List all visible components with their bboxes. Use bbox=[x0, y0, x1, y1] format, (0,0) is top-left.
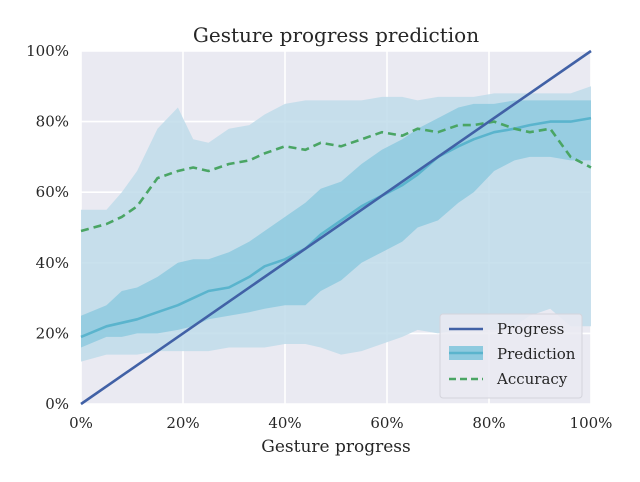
legend: Progress Prediction Accuracy bbox=[439, 313, 583, 399]
y-tick-label: 0% bbox=[45, 395, 69, 413]
y-tick-label: 20% bbox=[36, 324, 69, 342]
x-tick-label: 60% bbox=[370, 414, 403, 432]
x-axis-label: Gesture progress bbox=[261, 437, 411, 457]
legend-label-accuracy: Accuracy bbox=[496, 370, 568, 388]
legend-box bbox=[439, 313, 583, 399]
legend-label-progress: Progress bbox=[497, 320, 564, 338]
y-tick-label: 60% bbox=[36, 183, 69, 201]
series-lines bbox=[80, 49, 592, 406]
y-tick-label: 80% bbox=[36, 113, 69, 131]
series-line-progress bbox=[80, 49, 592, 406]
chart-title: Gesture progress prediction bbox=[193, 23, 479, 47]
x-tick-label: 80% bbox=[472, 414, 505, 432]
series-line-accuracy bbox=[80, 120, 592, 233]
y-tick-label: 100% bbox=[26, 42, 69, 60]
x-tick-label: 0% bbox=[69, 414, 93, 432]
x-tick-label: 100% bbox=[570, 414, 613, 432]
y-tick-label: 40% bbox=[36, 254, 69, 272]
series-line-prediction bbox=[80, 116, 592, 339]
x-tick-label: 20% bbox=[166, 414, 199, 432]
x-tick-label: 40% bbox=[268, 414, 301, 432]
tick-labels: 0% 20% 40% 60% 80% 100% 0% 20% 40% 60% 80% 100% bbox=[26, 42, 612, 432]
legend-label-prediction: Prediction bbox=[497, 345, 576, 363]
